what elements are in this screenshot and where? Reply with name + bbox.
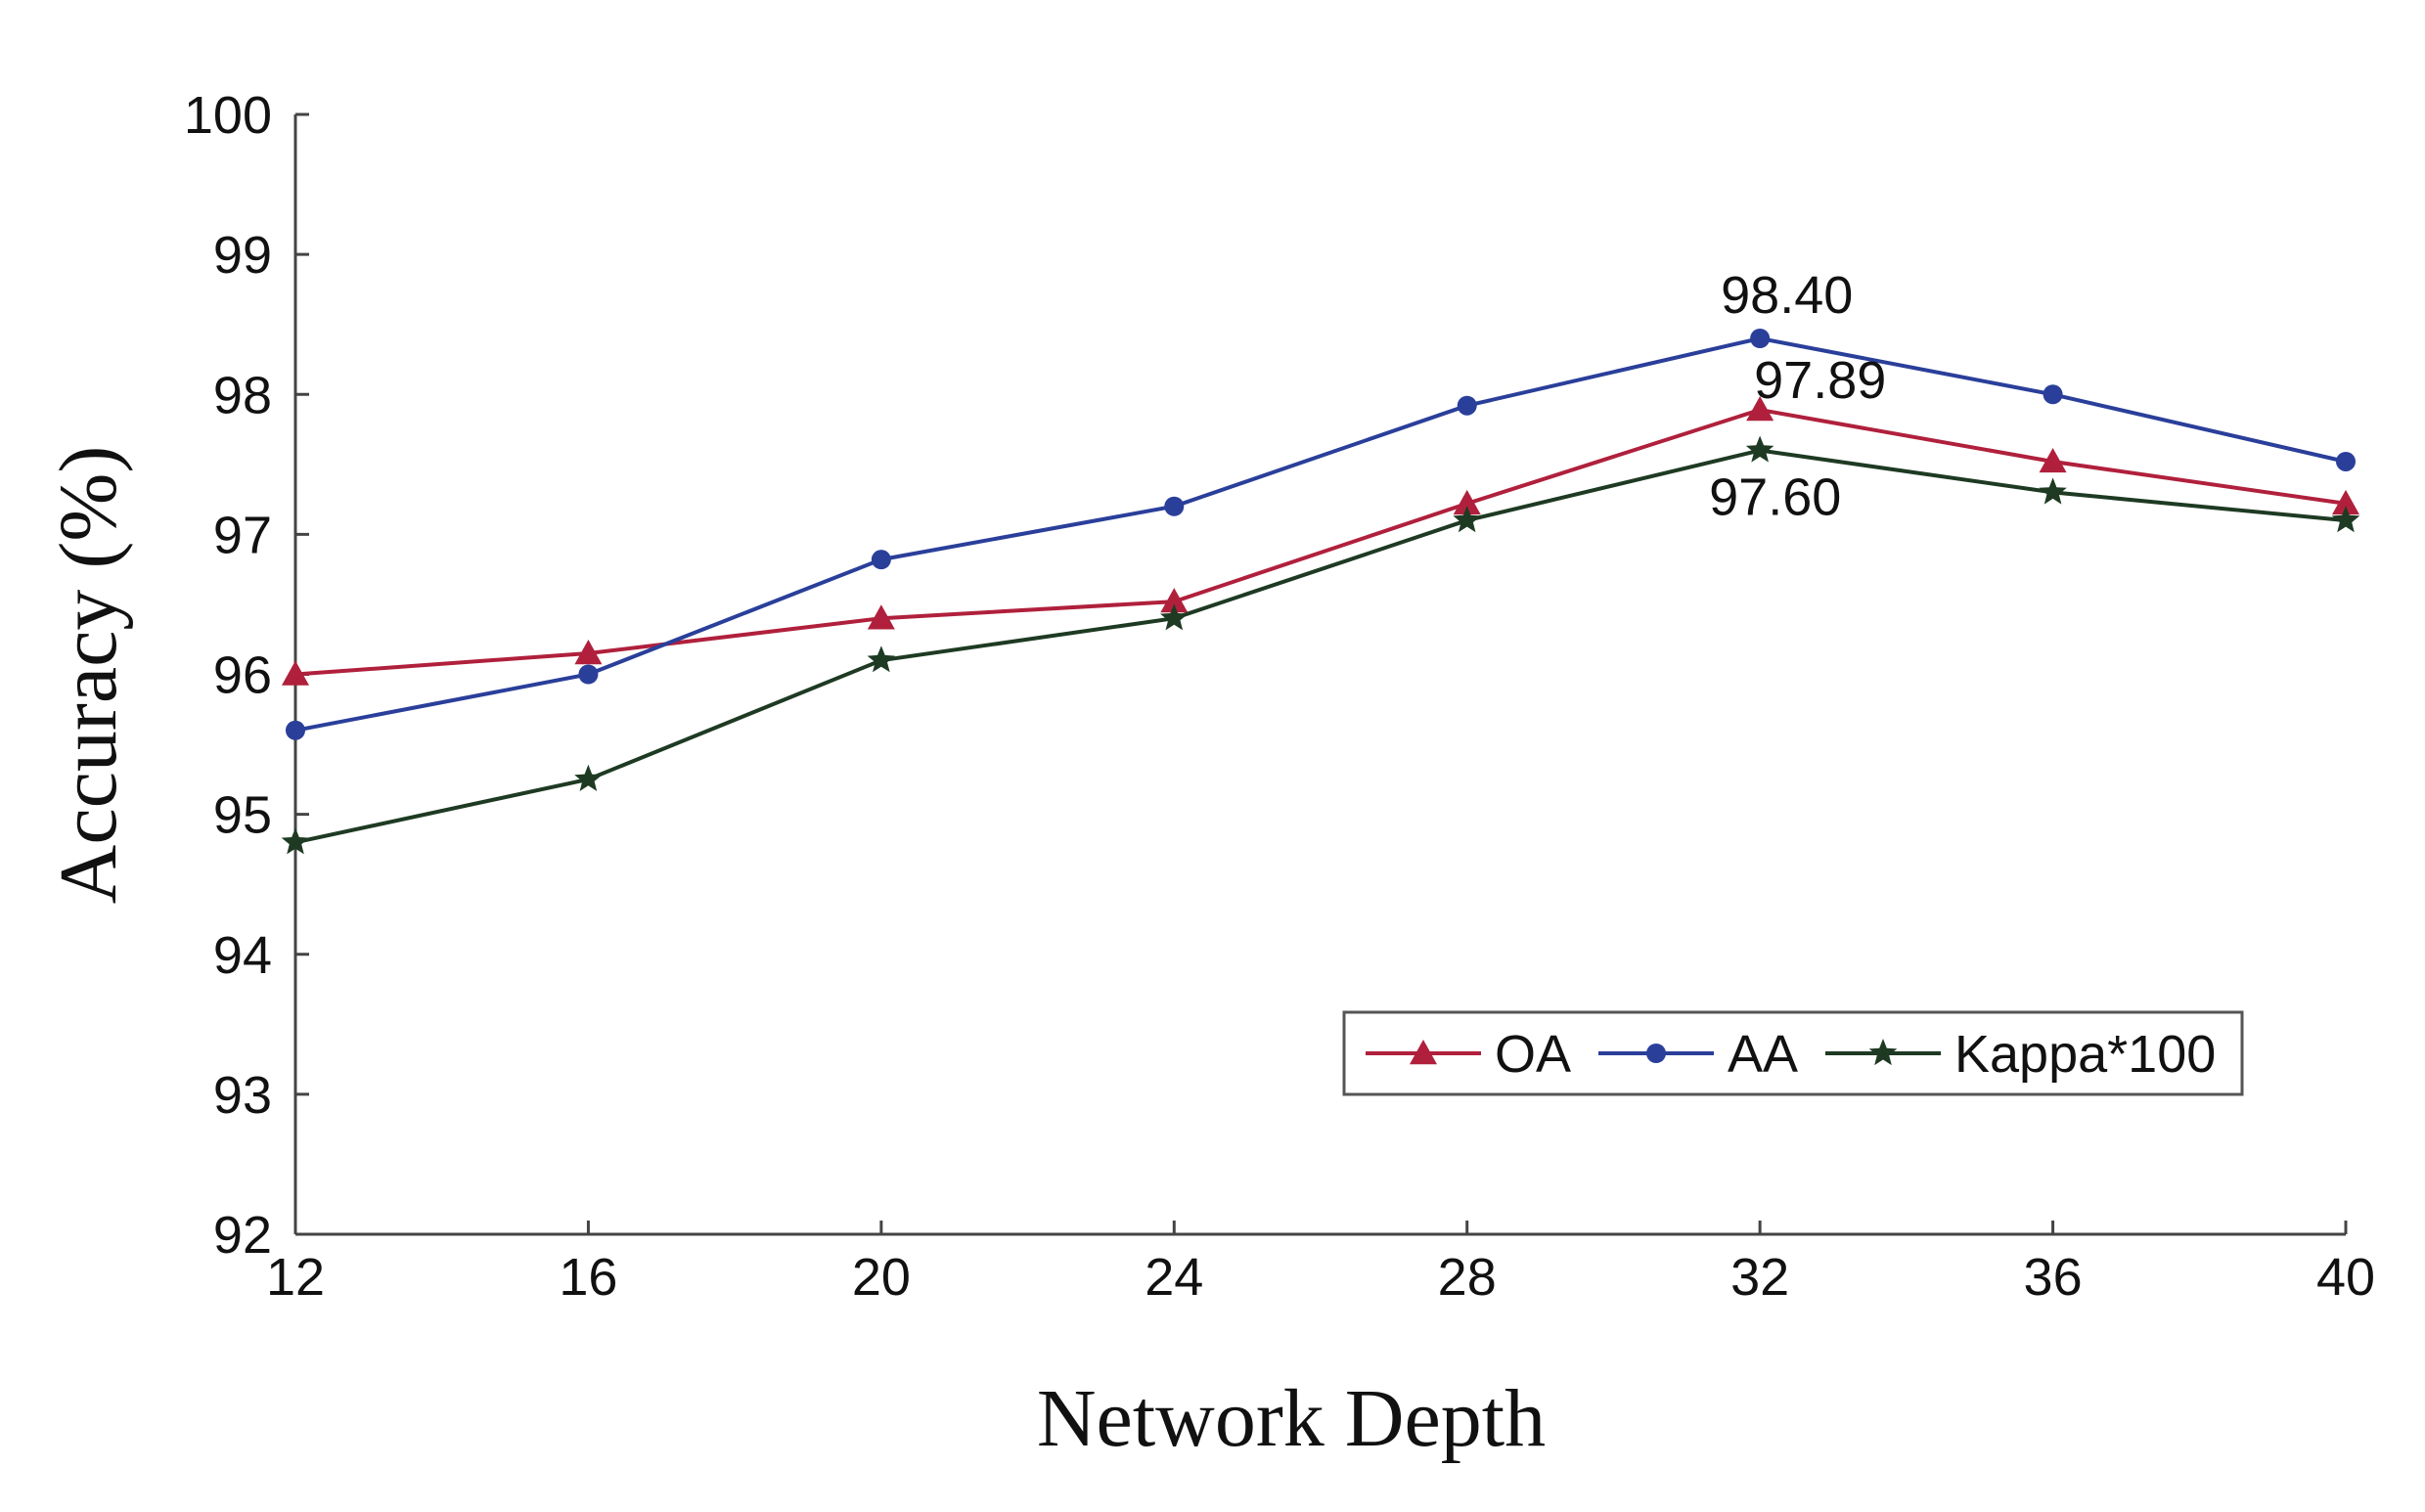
y-tick-label: 96 — [213, 646, 272, 705]
legend-item-oa: OA — [1366, 1025, 1571, 1084]
data-point — [2332, 489, 2359, 515]
y-tick-label: 100 — [184, 86, 272, 145]
series-kappa-100 — [281, 435, 2360, 855]
series-aa — [286, 329, 2356, 740]
y-tick-label: 98 — [213, 366, 272, 424]
x-tick-label: 40 — [2316, 1248, 2375, 1307]
data-point — [2331, 506, 2360, 533]
data-label: 98.40 — [1721, 266, 1853, 325]
x-tick-label: 12 — [266, 1248, 325, 1307]
x-tick-label: 28 — [1438, 1248, 1497, 1307]
data-point — [574, 764, 603, 791]
data-point — [282, 660, 309, 686]
data-point — [578, 664, 599, 685]
data-label: 97.60 — [1709, 468, 1841, 527]
data-point — [2336, 451, 2356, 471]
data-point — [1457, 395, 1477, 416]
data-point — [867, 645, 896, 673]
y-tick-label: 97 — [213, 506, 272, 564]
y-tick-label: 95 — [213, 786, 272, 845]
legend: OA AA Kappa*100 — [1342, 1010, 2244, 1096]
y-tick-label: 94 — [213, 926, 272, 985]
data-point — [1453, 506, 1481, 533]
x-tick-label: 32 — [1730, 1248, 1789, 1307]
data-point — [2039, 477, 2067, 505]
y-tick-label: 99 — [213, 226, 272, 285]
legend-marker — [1868, 1039, 1898, 1066]
y-tick-label: 93 — [213, 1066, 272, 1125]
series-layer — [281, 329, 2360, 855]
data-point — [1750, 329, 1771, 348]
x-tick-label: 36 — [2024, 1248, 2083, 1307]
annotation-layer: 98.40 97.89 97.60 — [1709, 266, 1886, 527]
data-point — [1160, 603, 1189, 631]
legend-label: OA — [1495, 1025, 1571, 1084]
y-tick-label: 92 — [213, 1206, 272, 1265]
y-axis-label: Accuracy (%) — [43, 446, 134, 905]
x-tick-label: 16 — [559, 1248, 617, 1307]
legend-box — [1342, 1010, 2244, 1096]
data-label: 97.89 — [1754, 351, 1886, 410]
data-point — [1745, 435, 1774, 463]
data-point — [2039, 447, 2067, 473]
data-point — [871, 550, 891, 570]
data-point — [2043, 384, 2063, 405]
series-line — [294, 448, 2347, 845]
x-tick-label: 20 — [852, 1248, 911, 1307]
data-point — [286, 720, 305, 740]
legend-item-aa: AA — [1598, 1025, 1798, 1084]
data-point — [574, 640, 603, 665]
legend-marker — [1646, 1044, 1666, 1063]
series-line — [294, 335, 2347, 733]
data-point — [1746, 395, 1774, 422]
legend-item-kappa-100: Kappa*100 — [1825, 1025, 2216, 1084]
series-line — [294, 407, 2347, 677]
data-point — [1164, 496, 1185, 516]
series-oa — [282, 395, 2359, 686]
legend-marker — [1410, 1040, 1437, 1065]
data-point — [1160, 588, 1189, 613]
legend-label: Kappa*100 — [1954, 1025, 2216, 1084]
data-point — [281, 827, 310, 855]
data-point — [1453, 489, 1481, 515]
x-tick-label: 24 — [1145, 1248, 1203, 1307]
data-point — [867, 604, 895, 630]
x-axis-label: Network Depth — [1037, 1373, 1546, 1464]
chart-axes: 92 93 94 95 96 97 98 99 100 12 16 20 24 28 32 36 40 — [184, 86, 2375, 1307]
legend-label: AA — [1728, 1025, 1798, 1084]
